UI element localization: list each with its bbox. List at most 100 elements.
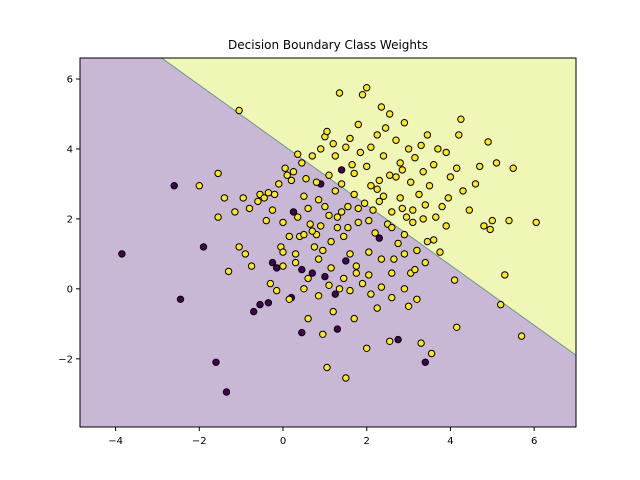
x-tick-label: 2	[364, 436, 370, 447]
class-1-point	[268, 206, 277, 214]
class-0-point	[421, 358, 429, 366]
class-1-point	[367, 182, 375, 190]
class-1-point	[457, 115, 465, 123]
class-1-point	[300, 285, 308, 293]
class-1-point	[453, 164, 461, 172]
class-1-point	[375, 197, 383, 206]
class-1-point	[310, 243, 319, 251]
class-1-point	[400, 230, 409, 239]
class-1-point	[388, 208, 396, 216]
class-1-point	[375, 176, 383, 185]
class-0-point	[394, 335, 402, 344]
class-0-point	[321, 272, 329, 281]
class-1-point	[505, 216, 513, 225]
class-1-point	[304, 204, 312, 213]
class-0-point	[298, 265, 306, 274]
class-1-point	[283, 171, 291, 179]
class-1-point	[386, 110, 394, 118]
class-1-point	[342, 143, 350, 151]
class-1-point	[285, 232, 293, 241]
y-tick-label: 2	[67, 214, 73, 225]
class-1-point	[312, 178, 321, 186]
class-1-point	[373, 131, 381, 139]
class-1-point	[329, 140, 337, 148]
class-1-point	[346, 250, 354, 258]
class-1-point	[411, 154, 419, 162]
class-0-point	[337, 166, 346, 174]
class-0-point	[222, 388, 231, 396]
y-tick-label: 4	[67, 144, 73, 155]
class-0-point	[212, 358, 220, 366]
class-1-point	[417, 339, 425, 347]
class-1-point	[331, 187, 339, 195]
class-1-point	[331, 152, 339, 160]
class-1-point	[289, 168, 298, 176]
class-1-point	[419, 168, 427, 176]
class-1-point	[392, 173, 400, 181]
class-1-point	[453, 323, 461, 331]
class-1-point	[264, 189, 273, 197]
class-1-point	[325, 171, 333, 179]
class-1-point	[386, 171, 394, 179]
class-0-point	[250, 307, 258, 316]
class-1-point	[350, 314, 358, 323]
class-1-point	[354, 218, 362, 227]
class-1-point	[377, 283, 386, 291]
class-1-point	[275, 180, 283, 188]
x-tick-label: 0	[280, 436, 286, 447]
class-1-point	[348, 161, 356, 169]
class-1-point	[444, 194, 452, 202]
class-1-point	[335, 285, 344, 293]
class-1-point	[342, 374, 350, 382]
class-1-point	[415, 190, 423, 199]
class-1-point	[304, 274, 312, 283]
class-1-point	[254, 197, 262, 206]
class-0-point	[289, 208, 298, 216]
class-0-point	[170, 182, 178, 190]
class-1-point	[308, 227, 316, 235]
class-1-point	[266, 279, 275, 288]
class-1-point	[333, 223, 342, 232]
class-1-point	[323, 127, 331, 136]
class-1-point	[388, 269, 396, 277]
class-1-point	[317, 145, 325, 153]
class-1-point	[262, 216, 270, 225]
class-1-point	[365, 216, 373, 225]
class-1-point	[396, 194, 404, 202]
class-1-point	[235, 106, 243, 115]
y-tick-label: −2	[58, 354, 73, 365]
class-0-point	[331, 290, 339, 298]
class-1-point	[260, 194, 268, 202]
class-1-point	[377, 255, 386, 263]
class-1-point	[484, 138, 492, 146]
class-1-point	[419, 215, 427, 223]
class-1-point	[379, 152, 388, 160]
class-1-point	[314, 292, 323, 300]
y-axis: −2 0 2 4 6	[58, 74, 80, 365]
class-1-point	[300, 230, 308, 239]
class-1-point	[195, 182, 204, 190]
class-1-point	[497, 300, 505, 309]
class-1-point	[214, 169, 222, 178]
class-1-point	[352, 269, 360, 277]
class-1-point	[340, 274, 348, 283]
class-1-point	[423, 237, 432, 246]
class-1-point	[413, 246, 421, 255]
class-1-point	[509, 164, 517, 172]
class-1-point	[532, 218, 540, 227]
class-1-point	[413, 295, 421, 303]
class-1-point	[465, 206, 473, 214]
class-1-point	[392, 136, 400, 144]
class-1-point	[279, 218, 287, 227]
class-1-point	[294, 213, 302, 221]
class-0-point	[118, 250, 126, 258]
class-1-point	[459, 187, 467, 195]
class-1-point	[239, 194, 247, 202]
class-1-point	[427, 349, 436, 358]
class-1-point	[421, 201, 429, 209]
class-1-point	[400, 250, 409, 258]
class-1-point	[317, 222, 325, 230]
class-1-point	[388, 223, 396, 232]
class-1-point	[287, 176, 296, 185]
class-1-point	[314, 196, 323, 204]
